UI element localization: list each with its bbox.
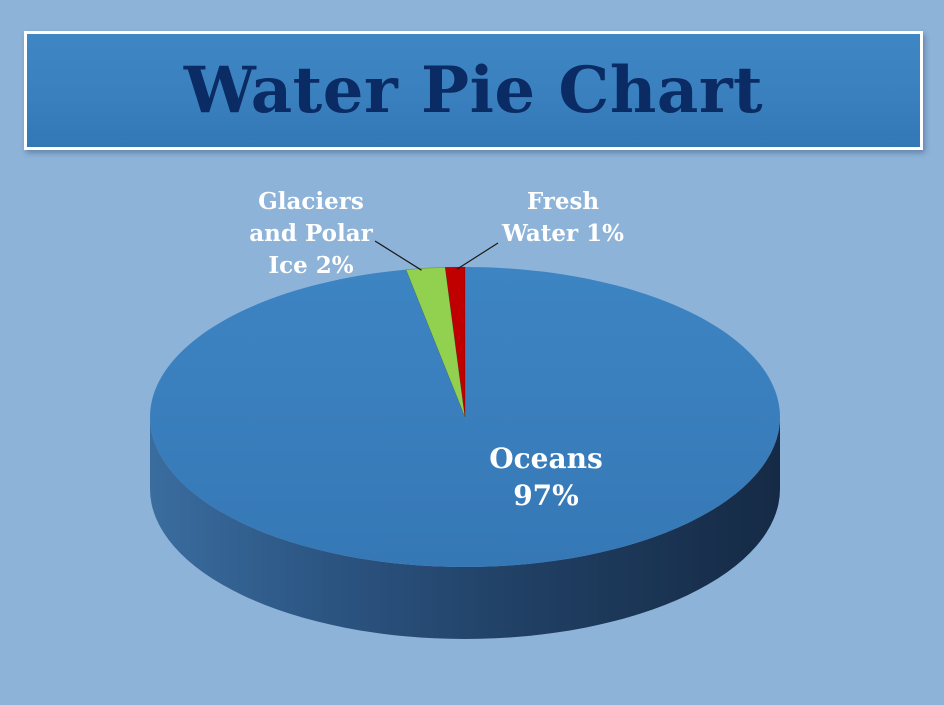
pie-slice-oceans xyxy=(149,267,780,567)
title-banner: Water Pie Chart xyxy=(24,31,923,150)
data-label-glaciers-and-polar-ice: Glaciers and Polar Ice 2% xyxy=(249,188,373,279)
data-label-oceans: Oceans 97% xyxy=(489,442,603,512)
pie-slice-fresh-water xyxy=(444,266,466,418)
pie-side-oceans xyxy=(150,417,780,639)
pie-slice-glaciers-and-polar-ice xyxy=(405,266,466,418)
leader-line-fresh-water xyxy=(456,242,499,270)
data-label-fresh-water: Fresh Water 1% xyxy=(501,188,624,247)
leader-line-glaciers xyxy=(374,240,422,271)
chart-title: Water Pie Chart xyxy=(183,52,764,128)
